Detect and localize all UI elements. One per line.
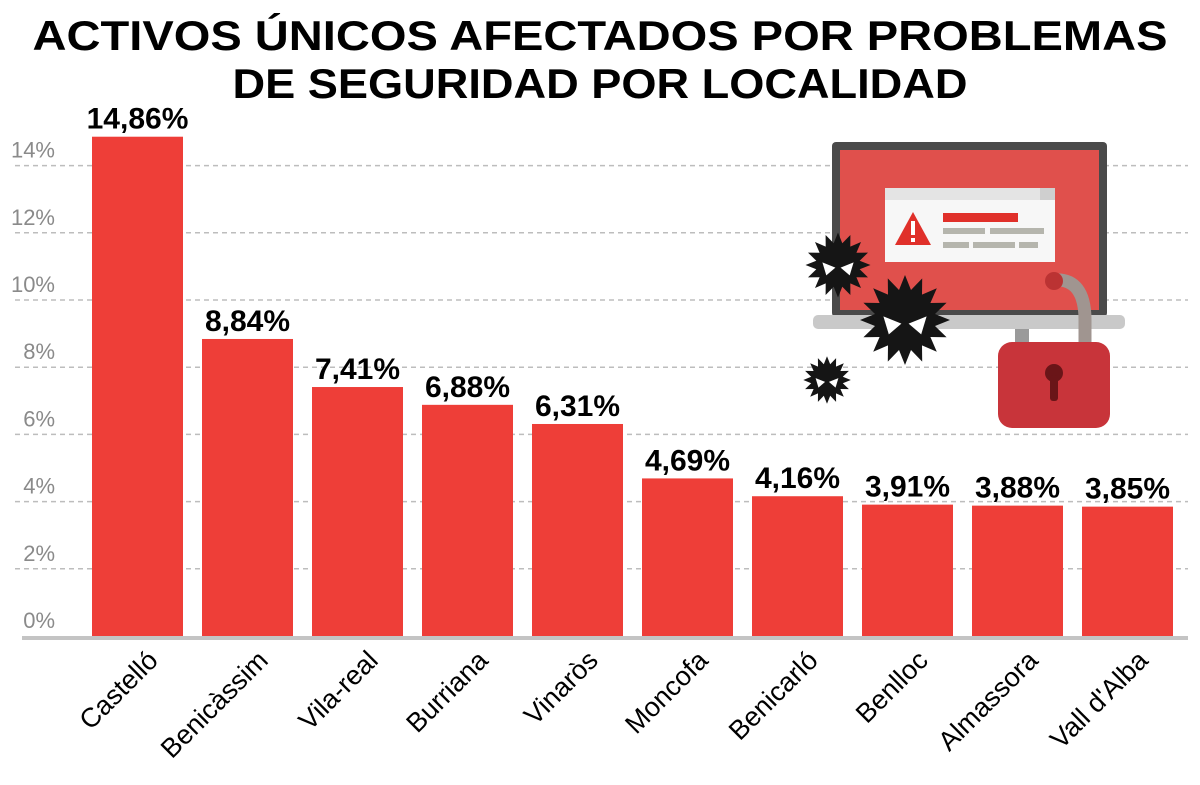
laptop-warning-icon <box>813 142 1125 343</box>
bar-9 <box>1082 506 1173 638</box>
bar-1 <box>202 338 293 638</box>
y-tick-label: 4% <box>23 474 55 499</box>
data-label: 6,31% <box>535 390 620 423</box>
y-tick-label: 14% <box>11 138 55 163</box>
category-label: Benicàssim <box>155 645 274 764</box>
category-label: Almassora <box>932 644 1044 756</box>
bar-2 <box>312 387 403 638</box>
padlock-open-icon <box>998 272 1110 428</box>
data-label: 4,69% <box>645 444 730 477</box>
category-label: Moncofa <box>619 644 714 739</box>
y-tick-label: 6% <box>23 406 55 431</box>
y-tick-label: 8% <box>23 339 55 364</box>
data-label: 3,88% <box>975 472 1060 505</box>
data-label: 8,84% <box>205 305 290 338</box>
bar-6 <box>752 496 843 638</box>
y-tick-label: 12% <box>11 205 55 230</box>
category-label: Vinaròs <box>518 645 604 731</box>
data-label: 3,91% <box>865 471 950 504</box>
data-label: 7,41% <box>315 353 400 386</box>
chart-title-line-1: ACTIVOS ÚNICOS AFECTADOS POR PROBLEMAS <box>33 11 1168 59</box>
y-tick-label: 0% <box>23 608 55 633</box>
category-label: Vall d'Alba <box>1044 644 1154 754</box>
category-label: Benlloc <box>850 645 934 729</box>
category-label: Burriana <box>400 644 494 738</box>
y-axis: 0% 2% 4% 6% 8% 10% 12% 14% <box>11 138 55 633</box>
chart-title-line-2: DE SEGURIDAD POR LOCALIDAD <box>233 60 968 107</box>
virus-icon <box>805 232 871 298</box>
bar-0 <box>92 136 183 639</box>
data-label: 3,85% <box>1085 473 1170 506</box>
category-label: Castelló <box>74 645 164 735</box>
y-tick-label: 10% <box>11 272 55 297</box>
bar-4 <box>532 423 623 638</box>
virus-icons <box>803 232 950 404</box>
bars: 14,86% 8,84% 7,41% 6,88% 6,31% 4,69% 4,16% 3,91… <box>87 103 1173 639</box>
category-label: Benicarló <box>723 645 824 746</box>
virus-icon <box>803 356 851 404</box>
virus-icon <box>860 275 950 365</box>
bar-5 <box>642 478 733 638</box>
data-label: 14,86% <box>87 103 189 136</box>
y-tick-label: 2% <box>23 541 55 566</box>
category-label: Vila-real <box>293 645 384 736</box>
data-label: 4,16% <box>755 462 840 495</box>
bar-7 <box>862 504 953 638</box>
bar-8 <box>972 505 1063 638</box>
bar-3 <box>422 404 513 638</box>
data-label: 6,88% <box>425 371 510 404</box>
